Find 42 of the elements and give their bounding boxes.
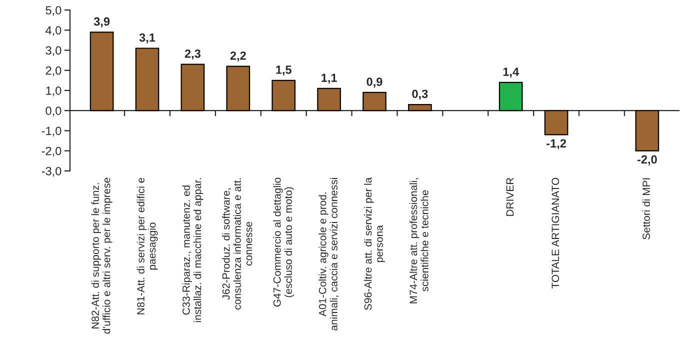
- x-tick-label: TOTALE ARTIGIANATO: [552, 178, 560, 288]
- data-label: 3,9: [94, 17, 110, 28]
- y-tick-label: 2,0: [46, 66, 62, 76]
- bar: [635, 110, 660, 152]
- y-tick-label: 3,0: [46, 46, 62, 56]
- data-label: 3,1: [139, 33, 156, 44]
- x-tick-label: N82-Att. di supporto per le funz. d'ufficio e altri serv. per le imprese: [91, 178, 112, 334]
- data-label: -1,2: [546, 139, 566, 150]
- x-tick-label: N81-Att. di servizi per edifici e paesaggio: [136, 178, 158, 314]
- bar: [317, 88, 341, 112]
- data-label: 1,4: [503, 68, 519, 78]
- data-label: 2,2: [230, 51, 246, 62]
- x-tick-label: A01-Coltiv. agricole e prod. animali, caccia e servizi connessi: [318, 178, 339, 330]
- bar: [135, 48, 160, 112]
- y-tick-label: 4,0: [46, 26, 62, 36]
- bar: [498, 82, 523, 112]
- y-tick-label: 0,0: [46, 106, 62, 116]
- x-tick-label: C33-Riparaz., manutenz. ed installaz. di macchine ed appar.: [182, 178, 204, 322]
- bar: [544, 110, 568, 136]
- data-label: 1,5: [276, 66, 292, 76]
- x-tick-label: G47-Commercio al dettaglio (escluso di auto e moto): [273, 178, 294, 307]
- y-tick-label: -3,0: [42, 166, 62, 177]
- x-tick-label: Settori di MPI: [642, 178, 650, 240]
- bar: [272, 80, 296, 112]
- data-label: 1,1: [322, 74, 337, 84]
- data-label: -2,0: [637, 155, 657, 166]
- x-tick-label: J62-Produz. di software, consulenza informatica e att. connesse: [222, 178, 252, 310]
- data-label: 0,9: [366, 78, 382, 88]
- bar: [362, 92, 386, 112]
- x-tick-label: DRIVER: [506, 178, 514, 216]
- data-label: 0,3: [412, 90, 428, 100]
- x-tick-label: S96-Altre att. di servizi per la persona: [364, 177, 385, 310]
- x-tick-label: M74-Altre att. professionali, scientifiche e tecniche: [409, 178, 428, 304]
- y-tick-label: 1,0: [46, 86, 62, 96]
- bar: [408, 104, 432, 112]
- y-tick-label: 5,0: [46, 6, 62, 16]
- data-label: 2,3: [184, 49, 200, 60]
- y-tick-label: -2,0: [42, 146, 62, 157]
- bar: [90, 32, 114, 112]
- bar: [180, 64, 205, 112]
- y-tick-label: -1,0: [42, 126, 62, 136]
- bar: [226, 66, 250, 112]
